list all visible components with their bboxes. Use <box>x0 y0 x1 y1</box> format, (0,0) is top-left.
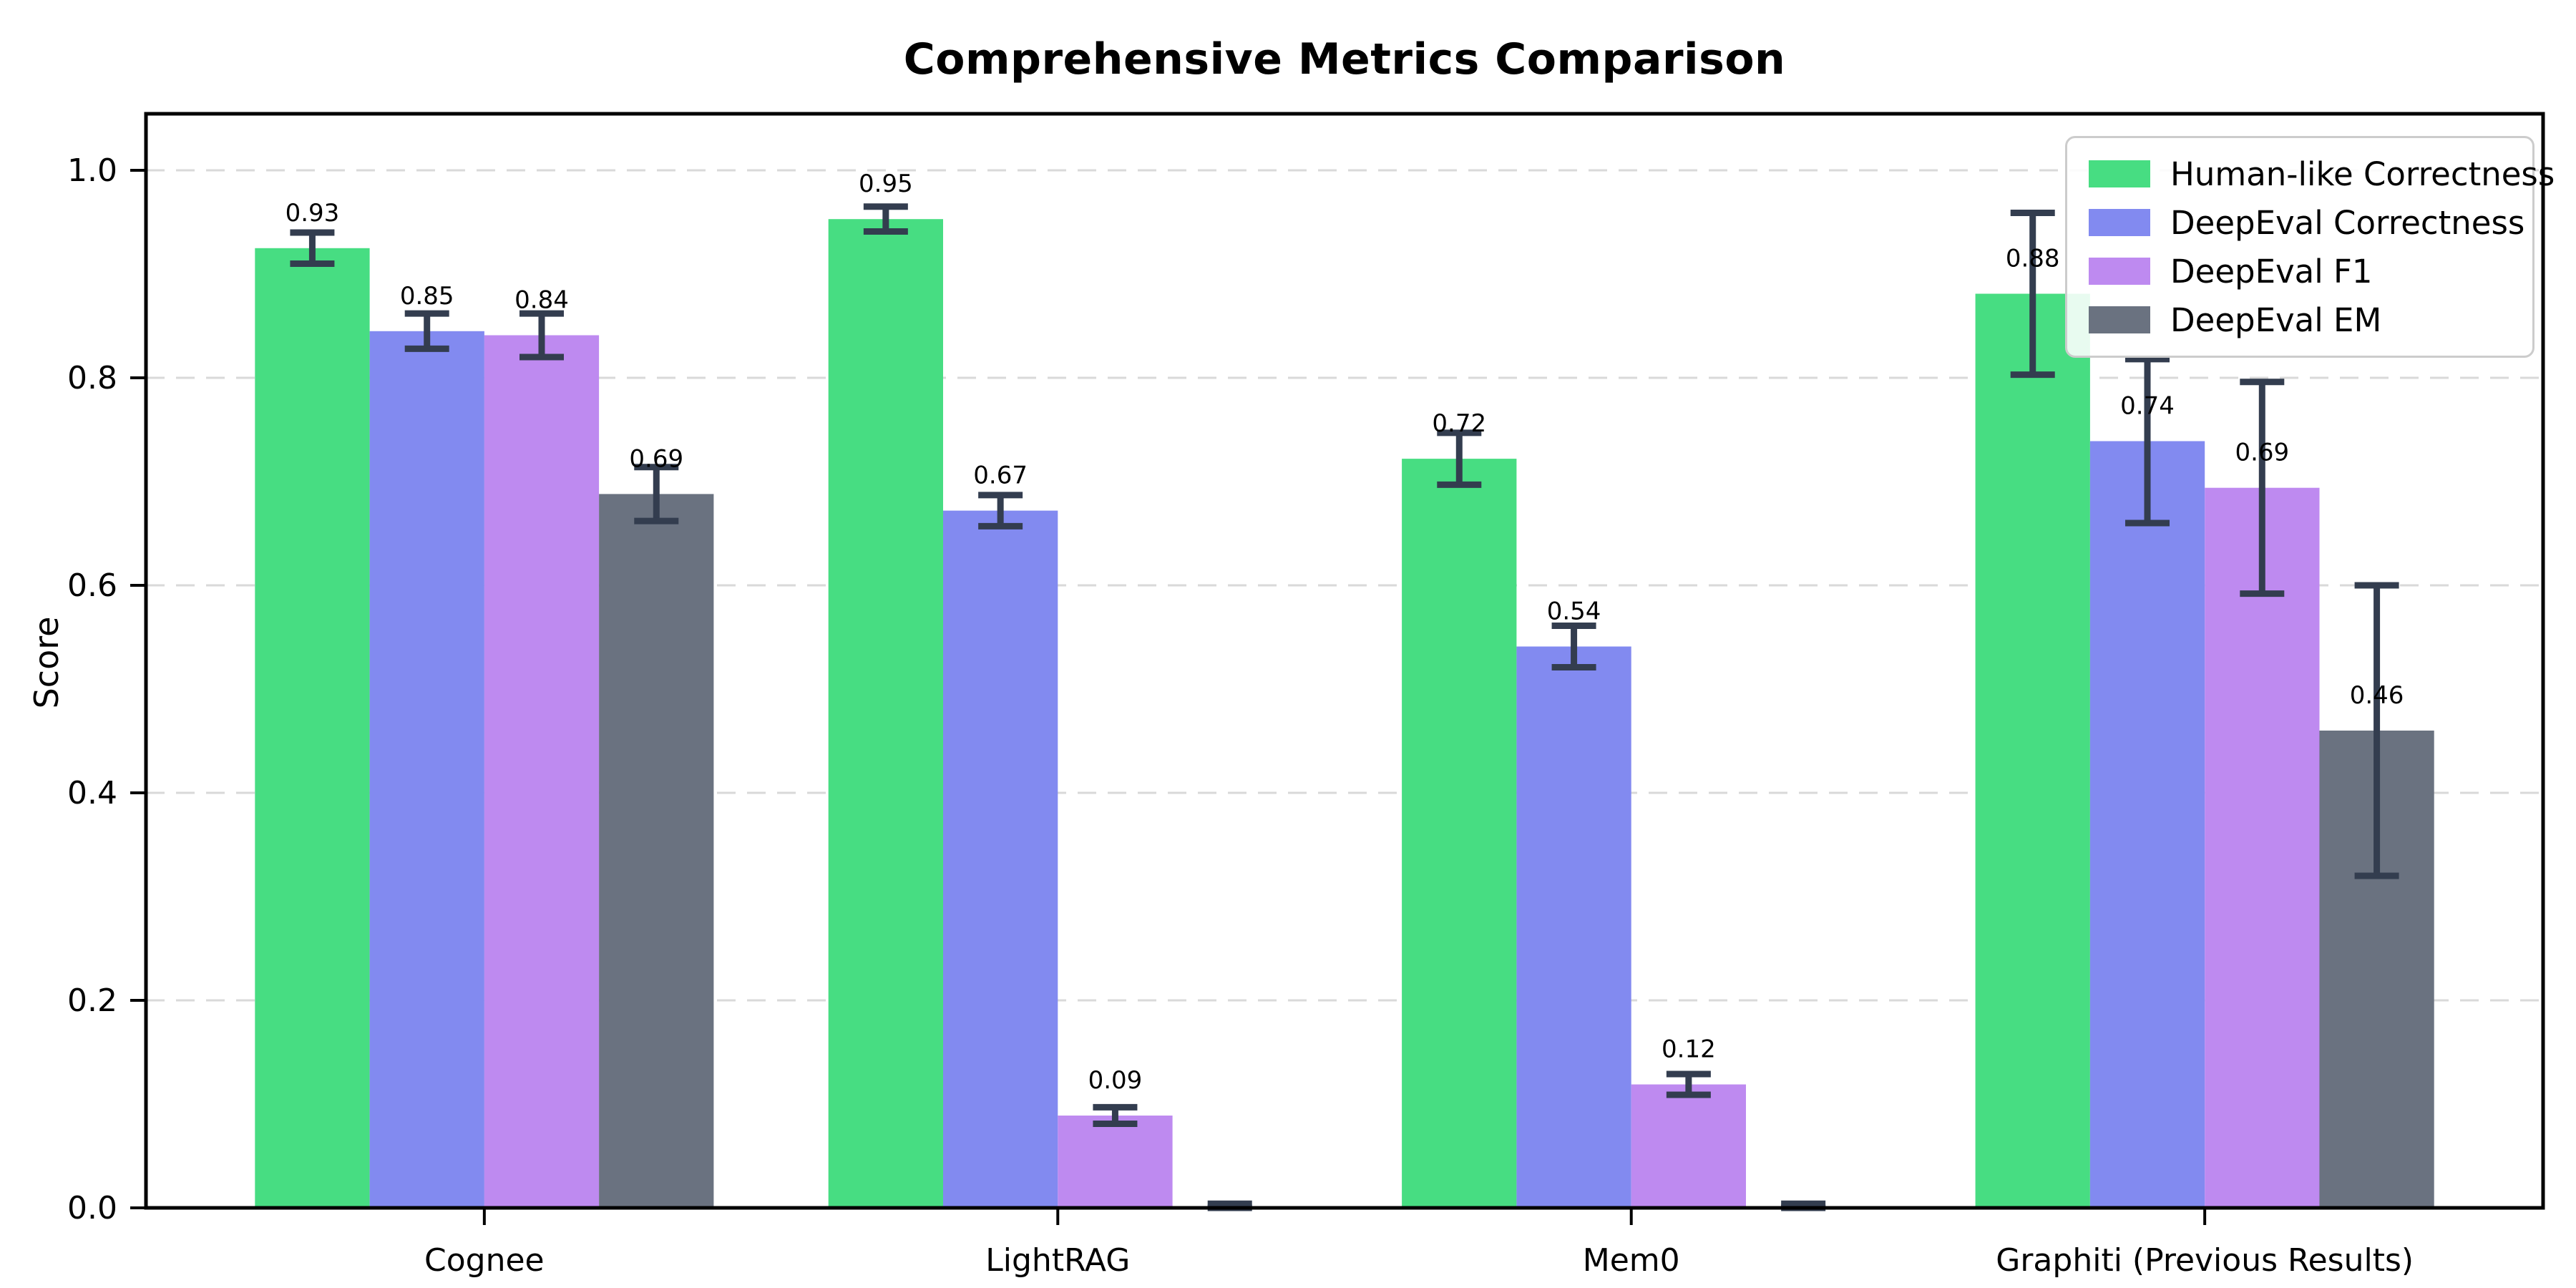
y-tick-label: 0.2 <box>67 982 117 1019</box>
bar-deepeval-f1-3 <box>2205 487 2320 1208</box>
x-tick-label-3: Graphiti (Previous Results) <box>1996 1242 2414 1279</box>
bar-deepeval-correctness-0 <box>369 331 484 1209</box>
bar-deepeval-f1-1 <box>1058 1116 1173 1208</box>
bar-value-label: 0.54 <box>1547 597 1601 626</box>
bar-value-label: 0.93 <box>286 199 340 228</box>
bar-value-label: 0.09 <box>1088 1066 1143 1095</box>
bar-value-label: 0.88 <box>2006 245 2060 273</box>
legend-swatch-icon <box>2089 306 2150 333</box>
y-tick-label: 0.4 <box>67 775 117 811</box>
legend-label: DeepEval F1 <box>2170 252 2373 291</box>
bar-deepeval-correctness-2 <box>1516 646 1631 1208</box>
x-tick-label-0: Cognee <box>424 1242 545 1279</box>
legend-row-3: DeepEval EM <box>2089 301 2532 339</box>
bar-value-label: 0.69 <box>629 444 683 473</box>
bar-value-label: 0.95 <box>859 170 913 198</box>
bar-human-like-correctness-1 <box>828 219 943 1209</box>
bar-value-label: 0.84 <box>514 286 569 315</box>
bar-value-label: 0.85 <box>400 282 454 311</box>
x-tick-label-1: LightRAG <box>985 1242 1130 1279</box>
bar-value-label: 0.72 <box>1432 409 1486 438</box>
bar-deepeval-correctness-3 <box>2089 441 2205 1208</box>
bar-value-label: 0.74 <box>2120 392 2175 421</box>
y-tick-label: 1.0 <box>67 152 117 189</box>
y-axis-title: Score <box>27 616 66 709</box>
legend-row-2: DeepEval F1 <box>2089 252 2532 291</box>
bar-value-label: 0.69 <box>2235 439 2289 467</box>
legend-label: Human-like Correctness <box>2170 155 2555 193</box>
legend-swatch-icon <box>2089 160 2150 187</box>
bar-human-like-correctness-0 <box>255 248 370 1209</box>
y-tick-label: 0.6 <box>67 567 117 604</box>
legend-label: DeepEval Correctness <box>2170 203 2525 242</box>
bar-value-label: 0.12 <box>1662 1035 1716 1064</box>
bar-human-like-correctness-2 <box>1402 459 1517 1208</box>
plot-border <box>144 112 2545 1210</box>
chart-title: Comprehensive Metrics Comparison <box>903 34 1786 84</box>
bar-value-label: 0.67 <box>973 462 1028 490</box>
legend-label: DeepEval EM <box>2170 301 2382 339</box>
legend: Human-like Correctness DeepEval Correctne… <box>2065 136 2555 358</box>
bar-deepeval-em-0 <box>599 494 714 1208</box>
y-tick-label: 0.8 <box>67 360 117 396</box>
legend-swatch-icon <box>2089 209 2150 236</box>
y-tick-label: 0.0 <box>67 1190 117 1226</box>
legend-row-0: Human-like Correctness <box>2089 155 2555 193</box>
legend-swatch-icon <box>2089 258 2150 285</box>
bar-value-label: 0.46 <box>2350 681 2404 710</box>
bar-deepeval-f1-2 <box>1631 1084 1746 1208</box>
bar-human-like-correctness-3 <box>1975 293 2090 1208</box>
bar-deepeval-correctness-1 <box>943 510 1058 1208</box>
x-tick-label-2: Mem0 <box>1583 1242 1680 1279</box>
legend-row-1: DeepEval Correctness <box>2089 203 2532 242</box>
bar-deepeval-f1-0 <box>484 335 600 1208</box>
